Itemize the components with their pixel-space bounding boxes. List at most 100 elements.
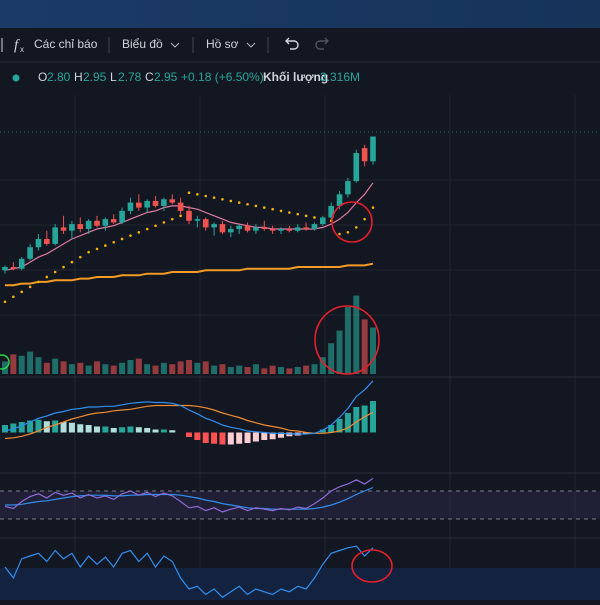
legend-high: 2.95 (83, 70, 107, 84)
volume-bar (110, 365, 117, 374)
volume-bar (85, 365, 92, 374)
candle-body (269, 229, 276, 231)
indicators-button[interactable]: Các chỉ báo (34, 37, 98, 51)
sar-dot (20, 290, 24, 294)
annotation-circle (0, 354, 10, 370)
grid (0, 95, 600, 600)
candle-body (336, 194, 343, 206)
sar-dot (28, 285, 32, 289)
macd-bar (169, 430, 176, 433)
macd-bar (252, 432, 259, 442)
candle-body (361, 148, 368, 162)
macd-bar (269, 432, 276, 440)
legend-volume-label: Khối lượng (263, 70, 328, 84)
candle-body (303, 227, 309, 230)
volume-bar (152, 365, 159, 374)
macd-bar (336, 419, 343, 433)
legend-low: 2.78 (118, 70, 142, 84)
oscillator-zone (0, 568, 600, 600)
redo-button[interactable] (315, 37, 329, 50)
candle-body (228, 229, 234, 233)
candle-body (2, 267, 8, 271)
sar-dot (129, 234, 132, 237)
sar-dot (154, 224, 157, 228)
volume-bar (353, 295, 360, 374)
sar-dot (204, 194, 208, 198)
volume-bar (261, 368, 268, 374)
profile-menu[interactable]: Hồ sơ (206, 37, 239, 51)
sar-dot (12, 295, 15, 299)
sar-dot (87, 250, 90, 254)
sar-dot (196, 193, 199, 196)
sar-dot (70, 260, 74, 264)
sar-dot (354, 226, 358, 229)
macd-bar (60, 422, 67, 433)
macd-bar (202, 432, 209, 443)
ma-long-line (5, 262, 374, 287)
sar-dot (53, 270, 57, 274)
sar-dot (346, 231, 350, 234)
volume-bar (102, 364, 109, 374)
volume-bar (194, 362, 201, 374)
macd-bar (2, 425, 8, 433)
macd-bar (127, 426, 134, 433)
volume-bar (202, 361, 209, 374)
volume-bar (278, 367, 284, 374)
sar-dot (3, 300, 7, 304)
candle-body (370, 136, 376, 162)
candle-body (345, 181, 351, 195)
sar-dot (304, 214, 308, 218)
volume-bar (211, 365, 218, 374)
sar-dot (137, 231, 141, 234)
volume-bar (311, 364, 318, 374)
candle-body (253, 227, 259, 231)
candle-body (35, 238, 42, 248)
chart-menu[interactable]: Biểu đồ (122, 37, 163, 51)
macd-bar (361, 405, 368, 433)
macd-bar (370, 401, 376, 433)
marks (0, 136, 600, 599)
sar-dot (279, 209, 283, 213)
volume-bar (219, 364, 226, 374)
macd-bar (227, 432, 234, 445)
macd-line (4, 380, 374, 435)
macd-bar (160, 429, 167, 433)
macd-bar (319, 429, 326, 433)
macd-bar (68, 422, 75, 433)
volume-bar (52, 358, 59, 374)
candle-body (211, 224, 217, 228)
undo-button[interactable] (285, 37, 299, 50)
macd-bar (186, 432, 192, 437)
macd-bar (35, 419, 42, 433)
sar-dot (246, 202, 249, 206)
rsi-ma-line (5, 486, 374, 510)
sar-dot (271, 207, 274, 211)
macd-bar (353, 407, 360, 433)
macd-bar (152, 429, 159, 433)
candle-body (353, 153, 360, 182)
sar-dot (363, 217, 366, 221)
macd-bar (110, 428, 117, 433)
sar-dot (179, 214, 182, 218)
candle-body (244, 225, 251, 231)
volume-bar (186, 360, 192, 374)
legend-open: 2.80 (47, 70, 71, 84)
candle-body (219, 224, 226, 233)
fx-icon[interactable]: f (14, 37, 20, 53)
candle-body (261, 227, 268, 230)
macd-bar (85, 425, 92, 433)
volume-bar (269, 365, 276, 374)
volume-bar (344, 306, 351, 374)
volume-bar (127, 360, 134, 374)
candle-body (27, 247, 33, 259)
macd-bar (144, 428, 151, 433)
sar-dot (104, 244, 107, 247)
sar-dot (313, 216, 316, 219)
annotation-circle (331, 201, 373, 243)
chevron (246, 42, 256, 48)
volume-bar (119, 362, 126, 374)
volume-bar (336, 330, 343, 374)
candle-body (202, 219, 209, 228)
legend-c-label: C (145, 70, 154, 84)
volume-bar (10, 354, 17, 374)
